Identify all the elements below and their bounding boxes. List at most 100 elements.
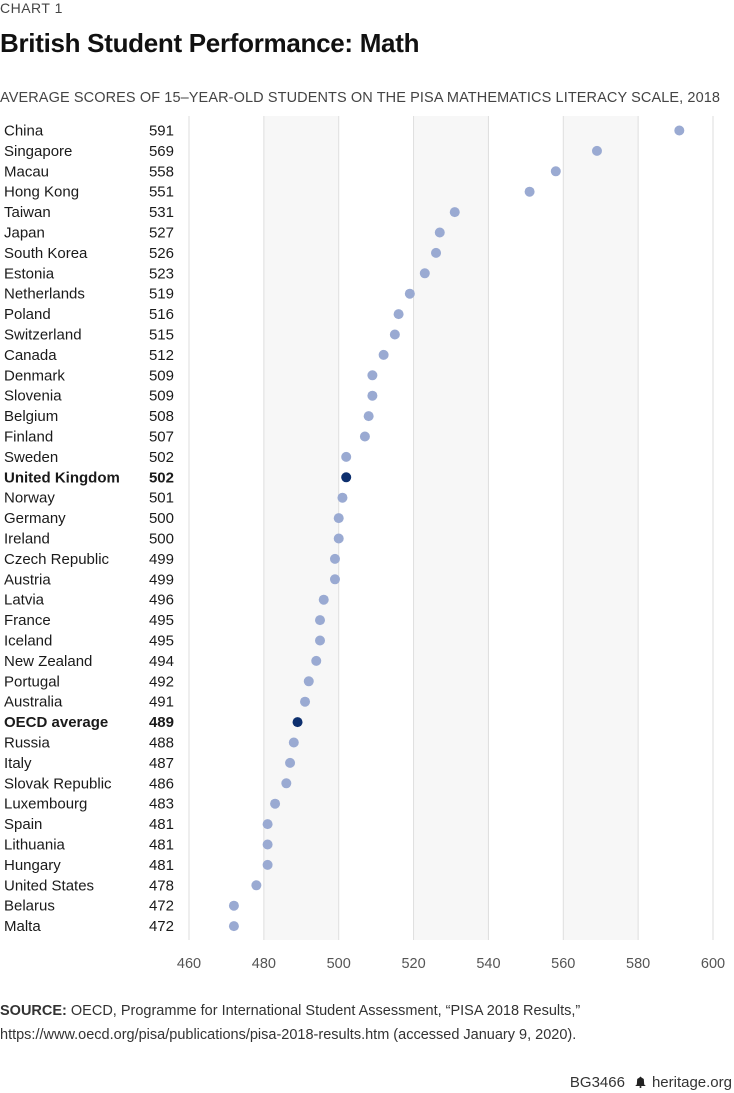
data-point <box>389 329 400 340</box>
country-label: China <box>4 123 44 140</box>
country-label: France <box>4 612 51 629</box>
score-label: 558 <box>149 163 174 180</box>
country-label: Latvia <box>4 592 45 609</box>
score-label: 481 <box>149 816 174 833</box>
score-label: 512 <box>149 347 174 364</box>
score-label: 499 <box>149 551 174 568</box>
country-label: Hungary <box>4 857 61 874</box>
report-code: BG3466 <box>569 1074 625 1091</box>
data-point <box>674 125 685 136</box>
score-label: 472 <box>149 898 174 915</box>
data-point <box>262 839 273 850</box>
chart-subtitle: AVERAGE SCORES OF 15–YEAR-OLD STUDENTS O… <box>0 90 721 106</box>
score-label: 496 <box>149 592 174 609</box>
score-label: 499 <box>149 571 174 588</box>
country-label: Canada <box>4 347 57 364</box>
data-point <box>378 349 389 360</box>
plot-band <box>263 116 339 940</box>
data-point <box>367 390 378 401</box>
plot-band <box>563 116 639 940</box>
score-label: 515 <box>149 327 174 344</box>
country-label: Hong Kong <box>4 184 79 201</box>
data-point <box>251 880 262 891</box>
score-label: 508 <box>149 408 174 425</box>
data-point <box>333 513 344 524</box>
country-label: Iceland <box>4 633 52 650</box>
score-label: 500 <box>149 531 174 548</box>
score-label: 495 <box>149 633 174 650</box>
footer: BG3466 heritage.org <box>570 1074 732 1091</box>
source-note: SOURCE: OECD, Programme for Internationa… <box>0 999 734 1047</box>
country-label: Netherlands <box>4 286 85 303</box>
country-label: Malta <box>4 918 41 935</box>
score-label: 481 <box>149 857 174 874</box>
x-tick-label: 580 <box>626 956 650 972</box>
data-point <box>449 207 460 218</box>
score-label: 501 <box>149 490 174 507</box>
country-label: Germany <box>4 510 66 527</box>
country-label: Switzerland <box>4 327 82 344</box>
country-label: Lithuania <box>4 837 66 854</box>
country-label: Belarus <box>4 898 55 915</box>
score-label: 483 <box>149 796 174 813</box>
score-label: 551 <box>149 184 174 201</box>
score-label: 478 <box>149 877 174 894</box>
data-point <box>329 574 340 585</box>
score-label: 507 <box>149 429 174 446</box>
score-label: 527 <box>149 225 174 242</box>
country-label: United States <box>4 877 94 894</box>
data-point <box>359 431 370 442</box>
country-label: Japan <box>4 225 45 242</box>
bell-icon <box>635 1076 646 1088</box>
chart-title: British Student Performance: Math <box>0 28 420 58</box>
country-label: Spain <box>4 816 42 833</box>
data-point <box>591 145 602 156</box>
site-link[interactable]: heritage.org <box>651 1074 732 1091</box>
country-label: United Kingdom <box>4 469 120 486</box>
country-label: Australia <box>4 694 63 711</box>
data-point <box>337 492 348 503</box>
score-label: 500 <box>149 510 174 527</box>
score-label: 502 <box>149 449 174 466</box>
score-label: 502 <box>149 469 174 486</box>
score-label: 523 <box>149 265 174 282</box>
dot-plot: 460 480 500 520 540 560 580 600 China 591 Singapor… <box>4 116 725 972</box>
data-point <box>281 778 292 789</box>
score-label: 516 <box>149 306 174 323</box>
data-point <box>393 309 404 320</box>
score-label: 519 <box>149 286 174 303</box>
score-label: 531 <box>149 204 174 221</box>
country-label: Poland <box>4 306 51 323</box>
country-label: Macau <box>4 163 49 180</box>
data-point <box>550 166 561 177</box>
data-point <box>315 635 325 646</box>
country-label: Slovenia <box>4 388 62 405</box>
data-point <box>262 859 273 870</box>
data-point <box>228 921 239 932</box>
x-tick-label: 600 <box>701 956 725 972</box>
data-point <box>300 696 311 707</box>
data-point <box>434 227 445 238</box>
data-point <box>431 247 442 258</box>
country-label: Singapore <box>4 143 72 160</box>
data-point <box>285 757 296 768</box>
data-point <box>270 798 281 809</box>
score-label: 488 <box>149 735 174 752</box>
x-tick-label: 480 <box>252 956 276 972</box>
x-tick-label: 500 <box>327 956 351 972</box>
data-point <box>318 594 329 605</box>
score-label: 487 <box>149 755 174 772</box>
country-label: Russia <box>4 735 51 752</box>
x-tick-label: 540 <box>476 956 500 972</box>
data-point <box>404 288 415 299</box>
x-tick-label: 460 <box>177 956 201 972</box>
x-tick-label: 560 <box>551 956 575 972</box>
country-label: OECD average <box>4 714 108 731</box>
country-label: Belgium <box>4 408 58 425</box>
country-label: Taiwan <box>4 204 51 221</box>
country-label: Denmark <box>4 367 65 384</box>
data-point <box>419 268 430 279</box>
country-label: Czech Republic <box>4 551 110 568</box>
data-point <box>363 411 374 422</box>
data-point <box>333 533 344 544</box>
